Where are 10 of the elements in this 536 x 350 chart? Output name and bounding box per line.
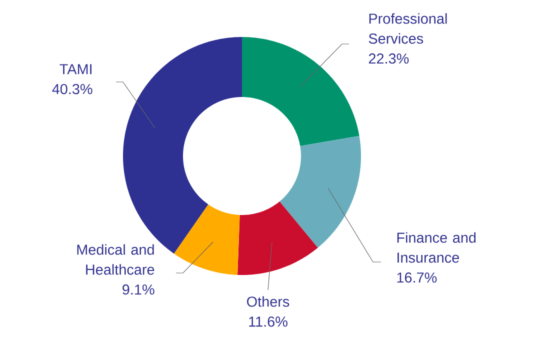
data-label: 9.1% — [122, 284, 154, 295]
slice-label: Professional Services — [368, 13, 447, 44]
data-label: 11.6% — [249, 316, 288, 327]
slice-label: Others — [247, 296, 290, 307]
slice-label: Finance and Insurance — [397, 232, 476, 263]
data-label: 40.3% — [52, 84, 92, 94]
slice-label: Medical and Healthcare — [77, 244, 154, 275]
slice-label: TAMI — [60, 64, 92, 74]
data-label: 22.3% — [368, 53, 409, 64]
data-label: 16.7% — [397, 272, 437, 283]
